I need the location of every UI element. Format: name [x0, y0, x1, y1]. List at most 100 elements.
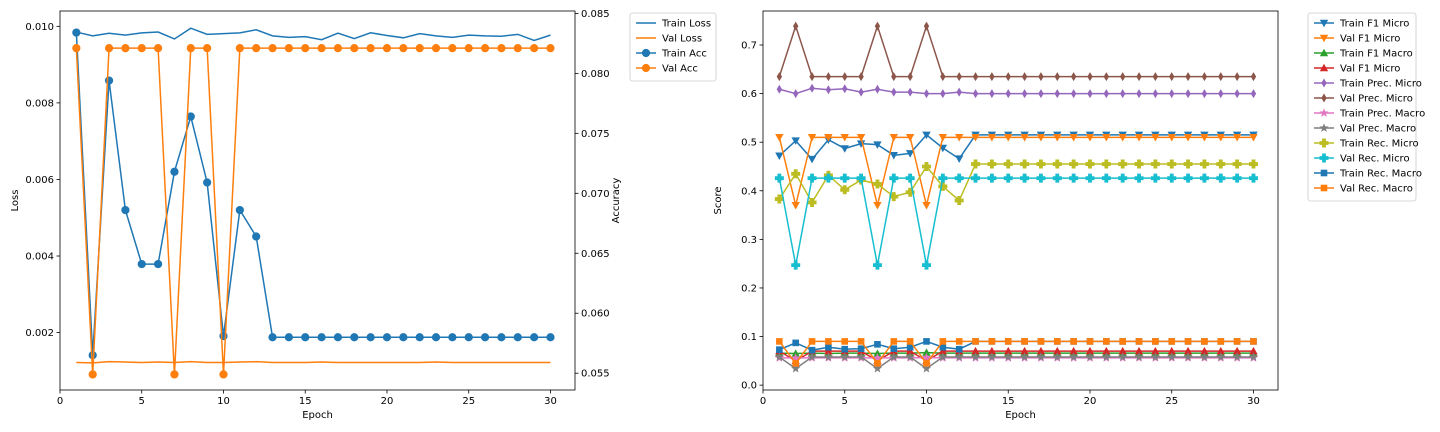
data-point [954, 155, 964, 163]
data-point [791, 169, 801, 179]
data-point [1069, 159, 1079, 169]
data-point [186, 44, 195, 53]
legend-label: Train Loss [661, 19, 711, 30]
y-axis-label: Loss [10, 190, 21, 212]
data-point [825, 72, 832, 82]
data-point [987, 173, 997, 183]
data-point [987, 352, 997, 361]
data-point [905, 173, 915, 183]
data-point [1085, 159, 1095, 169]
data-point [268, 44, 277, 53]
series-line-val-rec-micro [778, 177, 1254, 266]
data-point [807, 134, 817, 142]
data-point [1199, 352, 1209, 361]
data-point [905, 150, 915, 158]
y-tick-label: 0.5 [741, 138, 757, 149]
data-point [889, 134, 898, 142]
series-val-f1-micro [775, 134, 1258, 210]
data-point [1167, 159, 1177, 169]
data-point [1248, 352, 1259, 361]
x-tick-label: 5 [139, 396, 145, 407]
y-tick-label: 0.2 [741, 283, 757, 294]
data-point [530, 44, 539, 53]
legend-item: Train Prec. Macro [1314, 108, 1425, 120]
legend-marker [1321, 93, 1327, 103]
data-point [1216, 134, 1225, 142]
data-point [284, 44, 294, 53]
data-point [825, 338, 832, 345]
data-point [874, 84, 881, 94]
data-point [1232, 159, 1242, 169]
data-point [1232, 346, 1242, 355]
legend-label: Val Loss [662, 34, 702, 45]
data-point [1052, 352, 1062, 361]
x-tick-label: 10 [920, 396, 933, 407]
data-point [1036, 159, 1046, 169]
data-point [907, 87, 913, 97]
data-point [1036, 346, 1046, 355]
data-point [840, 173, 850, 183]
data-point [530, 333, 539, 342]
data-point [1135, 338, 1143, 345]
data-point [954, 134, 964, 142]
data-point [890, 338, 898, 345]
legend-item: Train Prec. Micro [1314, 78, 1422, 90]
data-point [824, 134, 833, 142]
data-point [776, 72, 783, 82]
data-point [1036, 134, 1046, 142]
y-tick-label: 0.010 [25, 22, 54, 33]
data-point [1169, 72, 1175, 82]
data-point [938, 346, 948, 355]
data-point [1103, 89, 1110, 99]
data-point [1070, 72, 1077, 82]
data-point [1136, 72, 1142, 82]
data-point [1103, 72, 1110, 82]
series-line-val-f1-micro [778, 136, 1254, 206]
x-tick-label: 20 [1084, 396, 1097, 407]
data-point [1118, 346, 1127, 355]
y-tick-label: 0.002 [25, 328, 54, 339]
data-point [842, 84, 848, 94]
data-point [776, 338, 783, 345]
data-point [1085, 134, 1095, 142]
data-point [840, 352, 850, 361]
data-point [1101, 352, 1111, 361]
data-point [1070, 89, 1077, 99]
x-axis-label: Epoch [302, 410, 333, 421]
data-point [1250, 89, 1257, 99]
data-point [366, 333, 375, 342]
x-tick-label: 0 [760, 396, 766, 407]
data-point [905, 346, 915, 355]
data-point [956, 87, 962, 97]
legend-marker [1319, 153, 1329, 163]
data-point [137, 259, 146, 269]
data-point [1118, 352, 1128, 361]
data-point [872, 353, 883, 362]
legend-item: Val Rec. Micro [1314, 153, 1410, 165]
data-point [774, 173, 784, 183]
data-point [1200, 346, 1209, 355]
data-point [807, 155, 817, 164]
y-tick-label: 0.008 [25, 98, 54, 109]
series-val-loss [76, 360, 551, 364]
data-point [497, 333, 506, 342]
data-point [513, 44, 522, 53]
data-point [317, 333, 326, 342]
y-tick-label: 0.4 [741, 186, 757, 197]
data-point [399, 333, 408, 342]
data-point [989, 72, 995, 82]
data-point [1216, 173, 1226, 183]
x-tick-label: 30 [1247, 396, 1260, 407]
data-point [1119, 89, 1126, 99]
data-point [923, 338, 930, 345]
data-point [874, 359, 881, 367]
data-point [856, 173, 866, 183]
data-point [1185, 72, 1191, 82]
data-point [464, 44, 473, 53]
legend-marker [1319, 34, 1329, 43]
data-point [1152, 338, 1159, 345]
data-point [989, 89, 995, 99]
x-tick-label: 15 [1002, 396, 1015, 407]
data-point [1003, 173, 1013, 183]
data-point [775, 134, 784, 142]
